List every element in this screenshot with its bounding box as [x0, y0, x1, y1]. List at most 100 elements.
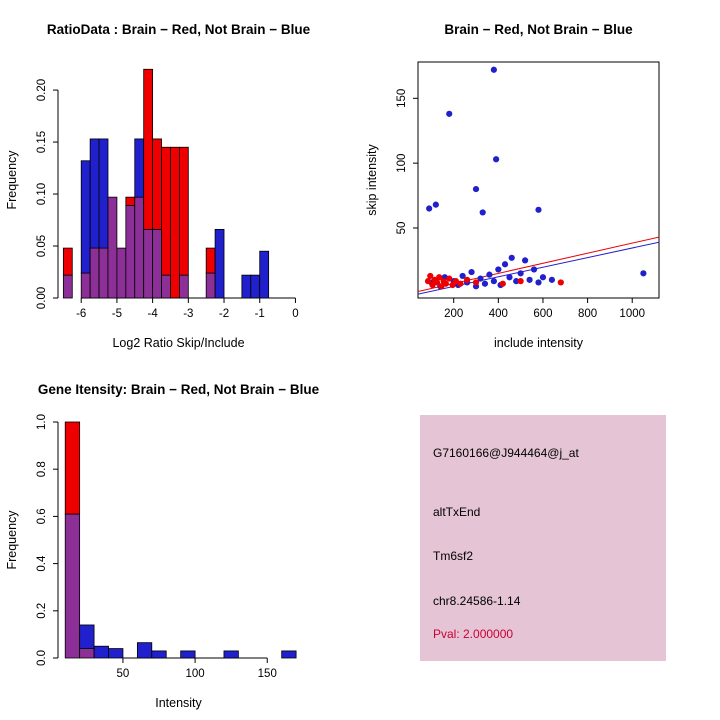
hist-bar-not-brain: [241, 274, 252, 299]
svg-text:600: 600: [533, 308, 552, 320]
pval-text: Pval: 2.000000: [433, 627, 514, 641]
hist-bar-not-brain: [214, 228, 225, 299]
svg-text:0.8: 0.8: [36, 461, 48, 477]
data-point: [472, 185, 480, 193]
hist-bar-not-brain: [259, 250, 270, 299]
svg-text:-1: -1: [255, 308, 265, 320]
data-point: [468, 268, 475, 276]
hist-bar-overlap: [89, 247, 100, 299]
svg-text:-4: -4: [147, 308, 158, 320]
x-axis-label: Log2 Ratio Skip/Include: [112, 336, 244, 350]
hist-bar-not-brain: [108, 648, 124, 659]
data-point: [446, 110, 453, 117]
svg-text:0.4: 0.4: [36, 555, 48, 572]
data-point: [459, 272, 466, 280]
svg-text:150: 150: [258, 668, 277, 680]
chart-title: Brain − Red, Not Brain − Blue: [444, 22, 633, 37]
panel-gene-info: G7160166@J944464@j_at altTxEnd Tm6sf2 ch…: [360, 360, 720, 720]
svg-text:0.2: 0.2: [36, 603, 48, 619]
hist-bar-brain: [205, 247, 216, 274]
locus-text: chr8.24586-1.14: [433, 594, 521, 608]
panel-intensity-scatter: 200 400 600 800 1000 50 100 150 Brain − Red, Not…: [360, 0, 720, 360]
svg-text:200: 200: [444, 308, 463, 320]
data-point: [493, 156, 500, 163]
gene-intensity-histogram-chart: 50 100 150 0.0 0.2 0.4 0.6 0.8 1.0 Gene Itensity:…: [5, 382, 320, 710]
hist-bar-not-brain: [98, 138, 109, 249]
y-axis-label: Frequency: [5, 150, 19, 210]
data-point: [472, 279, 480, 286]
data-point: [426, 205, 433, 212]
svg-text:400: 400: [489, 308, 508, 320]
svg-text:150: 150: [396, 89, 408, 108]
svg-text:-6: -6: [76, 308, 86, 320]
svg-text:1.0: 1.0: [36, 414, 48, 430]
data-point: [490, 66, 497, 73]
data-point: [526, 276, 533, 283]
data-point: [495, 266, 502, 273]
svg-text:1000: 1000: [619, 308, 645, 320]
data-point: [640, 270, 647, 277]
data-point: [477, 275, 484, 282]
data-point: [513, 278, 520, 285]
panel-gene-intensity-histogram: 50 100 150 0.0 0.2 0.4 0.6 0.8 1.0 Gene Itensity:…: [0, 360, 360, 720]
data-point: [486, 271, 493, 278]
hist-bar-overlap: [205, 272, 216, 299]
data-point: [548, 276, 555, 283]
hist-bar-brain: [152, 138, 162, 230]
data-point: [508, 254, 515, 261]
data-point: [517, 278, 524, 285]
data-point: [517, 270, 524, 277]
hist-bar-brain: [161, 146, 171, 276]
data-point: [433, 279, 441, 286]
axes: 200 400 600 800 1000 50 100 150: [396, 61, 660, 320]
y-axis-label: Frequency: [5, 510, 19, 570]
svg-text:-3: -3: [183, 308, 193, 320]
hist-bar-not-brain: [136, 642, 153, 659]
svg-text:-2: -2: [219, 308, 229, 320]
chart-title: Gene Itensity: Brain − Red, Not Brain − …: [38, 382, 320, 397]
hist-bar-brain: [62, 247, 73, 276]
hist-bar-overlap: [125, 205, 136, 299]
plot-box: [417, 61, 660, 299]
hist-bar-overlap: [107, 196, 118, 299]
chart-title: RatioData : Brain − Red, Not Brain − Blu…: [47, 22, 311, 37]
hist-bar-not-brain: [281, 650, 297, 659]
hist-bar-not-brain: [223, 650, 239, 659]
svg-text:0.10: 0.10: [36, 183, 48, 205]
data-point: [432, 201, 439, 208]
x-axis-label: include intensity: [494, 336, 584, 350]
data-point: [436, 274, 443, 281]
hist-bar-not-brain: [180, 650, 196, 659]
data-point: [535, 279, 542, 286]
hist-bar-overlap: [98, 247, 109, 299]
hist-bar-not-brain: [79, 624, 95, 649]
data-point: [427, 272, 434, 280]
data-point: [490, 278, 497, 285]
hist-bar-overlap: [80, 272, 91, 299]
data-point: [442, 280, 449, 287]
series-brain: [424, 272, 564, 290]
splice-type-text: altTxEnd: [433, 505, 481, 519]
hist-bar-not-brain: [80, 160, 91, 274]
svg-text:0: 0: [292, 308, 298, 320]
svg-text:50: 50: [396, 222, 408, 235]
histogram-bars: [64, 421, 297, 659]
hist-bar-overlap: [79, 648, 95, 659]
svg-text:0.20: 0.20: [36, 79, 48, 101]
intensity-scatter-chart: 200 400 600 800 1000 50 100 150 Brain − Red, Not…: [365, 22, 660, 350]
x-axis-label: Intensity: [155, 696, 202, 710]
hist-bar-overlap: [62, 274, 73, 299]
data-point: [446, 275, 453, 282]
hist-bar-not-brain: [134, 138, 145, 198]
data-point: [479, 209, 486, 216]
hist-bar-not-brain: [93, 645, 109, 659]
histogram-bars: [62, 68, 270, 299]
data-point: [501, 261, 509, 268]
svg-text:100: 100: [396, 154, 408, 173]
hist-bar-overlap: [161, 274, 171, 299]
axes: -6 -5 -4 -3 -2 -1 0 0.00 0.05 0.10 0.15 0.20: [36, 79, 299, 320]
svg-text:0.05: 0.05: [36, 235, 48, 257]
panel-ratio-histogram: -6 -5 -4 -3 -2 -1 0 0.00 0.05 0.10 0.15 0.20 RatioDa…: [0, 0, 360, 360]
svg-text:-5: -5: [112, 308, 122, 320]
